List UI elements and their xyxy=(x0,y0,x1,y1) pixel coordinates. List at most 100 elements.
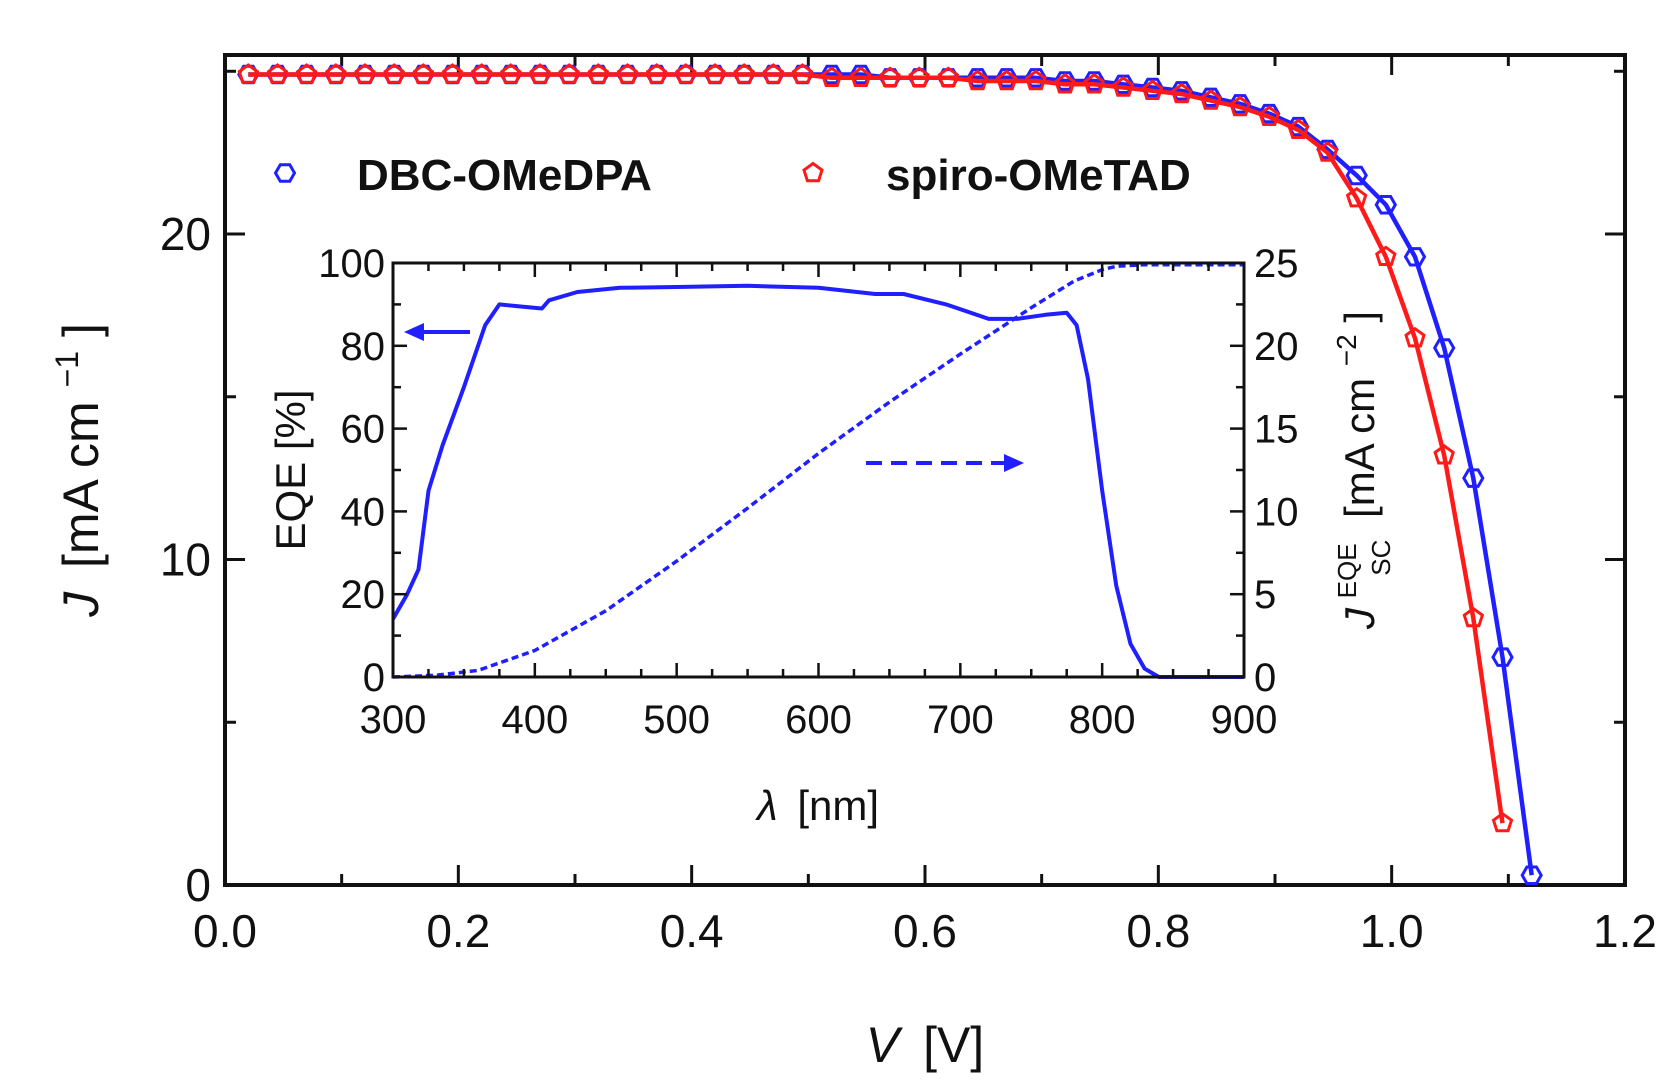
inset-line-jsc xyxy=(392,262,1244,679)
main-marker-spiro-ometad xyxy=(558,63,580,84)
legend: DBC-OMeDPA spiro-OMeTAD xyxy=(273,151,1191,200)
main-marker-spiro-ometad xyxy=(733,63,755,84)
inset-background xyxy=(393,263,1244,677)
main-marker-spiro-ometad xyxy=(1345,186,1368,208)
main-series-layer xyxy=(237,63,1543,885)
inset-x-axis-title: λ [nm] xyxy=(755,782,879,829)
inset-y2-symbol: J xyxy=(1336,607,1383,630)
inset-y2-tick-label: 25 xyxy=(1254,242,1299,286)
inset-x-tick-label: 900 xyxy=(1211,698,1278,742)
inset-y2-tick-label: 20 xyxy=(1254,325,1299,369)
legend-marker-dbc-omedpa xyxy=(273,163,297,183)
main-marker-dbc-omedpa xyxy=(1374,195,1398,215)
main-y-unit: [mA cm xyxy=(53,401,109,568)
inset-x-unit: [nm] xyxy=(797,782,879,829)
main-marker-spiro-ometad xyxy=(1404,326,1426,348)
inset-x-tick-label: 800 xyxy=(1069,698,1136,742)
inset-y2-subscript: SC xyxy=(1366,540,1396,576)
main-y-close: ] xyxy=(53,323,109,337)
inset-y-tick-label: 80 xyxy=(341,325,386,369)
main-marker-spiro-ometad xyxy=(412,63,435,84)
main-x-tick-label: 0.4 xyxy=(660,905,724,957)
inset-y-axis-title: EQE [%] xyxy=(267,389,314,550)
main-marker-dbc-omedpa xyxy=(1462,468,1485,488)
inset-left-arrow xyxy=(404,323,470,341)
legend-marker-spiro xyxy=(802,161,824,183)
main-x-tick-label: 1.2 xyxy=(1593,905,1657,957)
inset-y-tick-label: 40 xyxy=(341,490,386,534)
main-y-axis-title: J [mA cm −1 ] xyxy=(33,323,109,618)
inset-tick-labels: 300 400 500 600 700 800 9000204060801000510152… xyxy=(318,242,1298,742)
inset-x-tick-label: 600 xyxy=(785,698,852,742)
inset-y2-unit: [mA cm xyxy=(1336,378,1383,518)
main-marker-spiro-ometad xyxy=(1258,105,1280,126)
inset-y2-exponent: −2 xyxy=(1331,334,1362,366)
inset-y-tick-label: 0 xyxy=(363,656,385,700)
main-marker-spiro-ometad xyxy=(266,63,289,84)
main-tick-labels: 0.0 0.2 0.4 0.6 0.8 1.0 1.2 0 10 20 xyxy=(160,208,1657,957)
inset-x-tick-label: 500 xyxy=(643,698,710,742)
main-marker-spiro-ometad xyxy=(295,63,318,84)
main-x-axis-title: V [V] xyxy=(866,1017,984,1073)
main-marker-spiro-ometad xyxy=(383,63,405,84)
inset-line-eqe xyxy=(391,283,1244,679)
main-marker-spiro-ometad xyxy=(1025,69,1047,91)
main-x-tick-label: 0.2 xyxy=(426,905,490,957)
main-marker-spiro-ometad xyxy=(441,63,464,84)
main-x-tick-label: 0.0 xyxy=(193,905,257,957)
main-marker-spiro-ometad xyxy=(470,63,493,84)
main-marker-spiro-ometad xyxy=(850,66,872,87)
legend-marker-dbc xyxy=(273,163,297,183)
main-marker-spiro-ometad xyxy=(1170,82,1193,104)
main-marker-dbc-omedpa xyxy=(1432,338,1456,358)
main-y-tick-label: 10 xyxy=(160,534,211,586)
main-x-unit: [V] xyxy=(923,1017,984,1073)
main-marker-spiro-ometad xyxy=(762,63,785,84)
inset-y-tick-label: 60 xyxy=(341,408,386,452)
main-x-tick-label: 0.8 xyxy=(1126,905,1190,957)
main-marker-spiro-ometad xyxy=(616,63,639,84)
inset-y2-tick-label: 10 xyxy=(1254,490,1299,534)
inset-y-tick-label: 20 xyxy=(341,573,386,617)
inset-y2-tick-label: 5 xyxy=(1254,573,1276,617)
main-y-tick-label: 20 xyxy=(160,208,211,260)
main-marker-dbc-omedpa xyxy=(1403,247,1427,267)
main-marker-spiro-ometad xyxy=(1200,89,1222,110)
main-marker-spiro-ometad xyxy=(1229,95,1251,117)
inset-y2-close: ] xyxy=(1336,311,1383,323)
main-marker-spiro-ometad xyxy=(937,66,960,87)
main-marker-spiro-ometad xyxy=(1491,811,1514,833)
legend-label-dbc: DBC-OMeDPA xyxy=(357,151,652,200)
main-x-tick-label: 0.6 xyxy=(893,905,957,957)
main-marker-spiro-ometad xyxy=(1375,245,1397,266)
main-marker-spiro-ometad xyxy=(237,63,260,84)
inset-y2-tick-label: 15 xyxy=(1254,408,1299,452)
main-marker-spiro-ometad xyxy=(1462,606,1485,628)
inset-x-tick-label: 400 xyxy=(501,698,568,742)
main-marker-spiro-ometad xyxy=(704,63,726,84)
main-marker-spiro-ometad xyxy=(1083,72,1105,94)
main-marker-spiro-ometad xyxy=(791,63,814,84)
main-marker-spiro-ometad xyxy=(820,66,843,87)
legend-marker-spiro-ometad xyxy=(802,161,824,183)
main-ticks xyxy=(223,55,1627,887)
inset-ticks xyxy=(391,261,1246,679)
main-x-symbol: V xyxy=(866,1017,904,1073)
main-marker-spiro-ometad xyxy=(1287,118,1310,139)
main-marker-spiro-ometad xyxy=(966,69,989,91)
main-marker-spiro-ometad xyxy=(1433,444,1455,465)
inset-x-tick-label: 300 xyxy=(360,698,427,742)
main-marker-dbc-omedpa xyxy=(1520,865,1543,885)
main-marker-spiro-ometad xyxy=(354,63,376,84)
main-x-tick-label: 1.0 xyxy=(1360,905,1424,957)
main-marker-spiro-ometad xyxy=(587,63,610,84)
main-marker-spiro-ometad xyxy=(1141,79,1164,100)
main-marker-spiro-ometad xyxy=(500,63,522,84)
main-marker-spiro-ometad xyxy=(908,66,930,87)
main-marker-spiro-ometad xyxy=(675,63,697,84)
main-y-symbol: J xyxy=(53,591,109,618)
inset-series-layer xyxy=(391,262,1244,679)
inset-right-arrow xyxy=(866,454,1024,472)
main-marker-spiro-ometad xyxy=(325,63,347,84)
